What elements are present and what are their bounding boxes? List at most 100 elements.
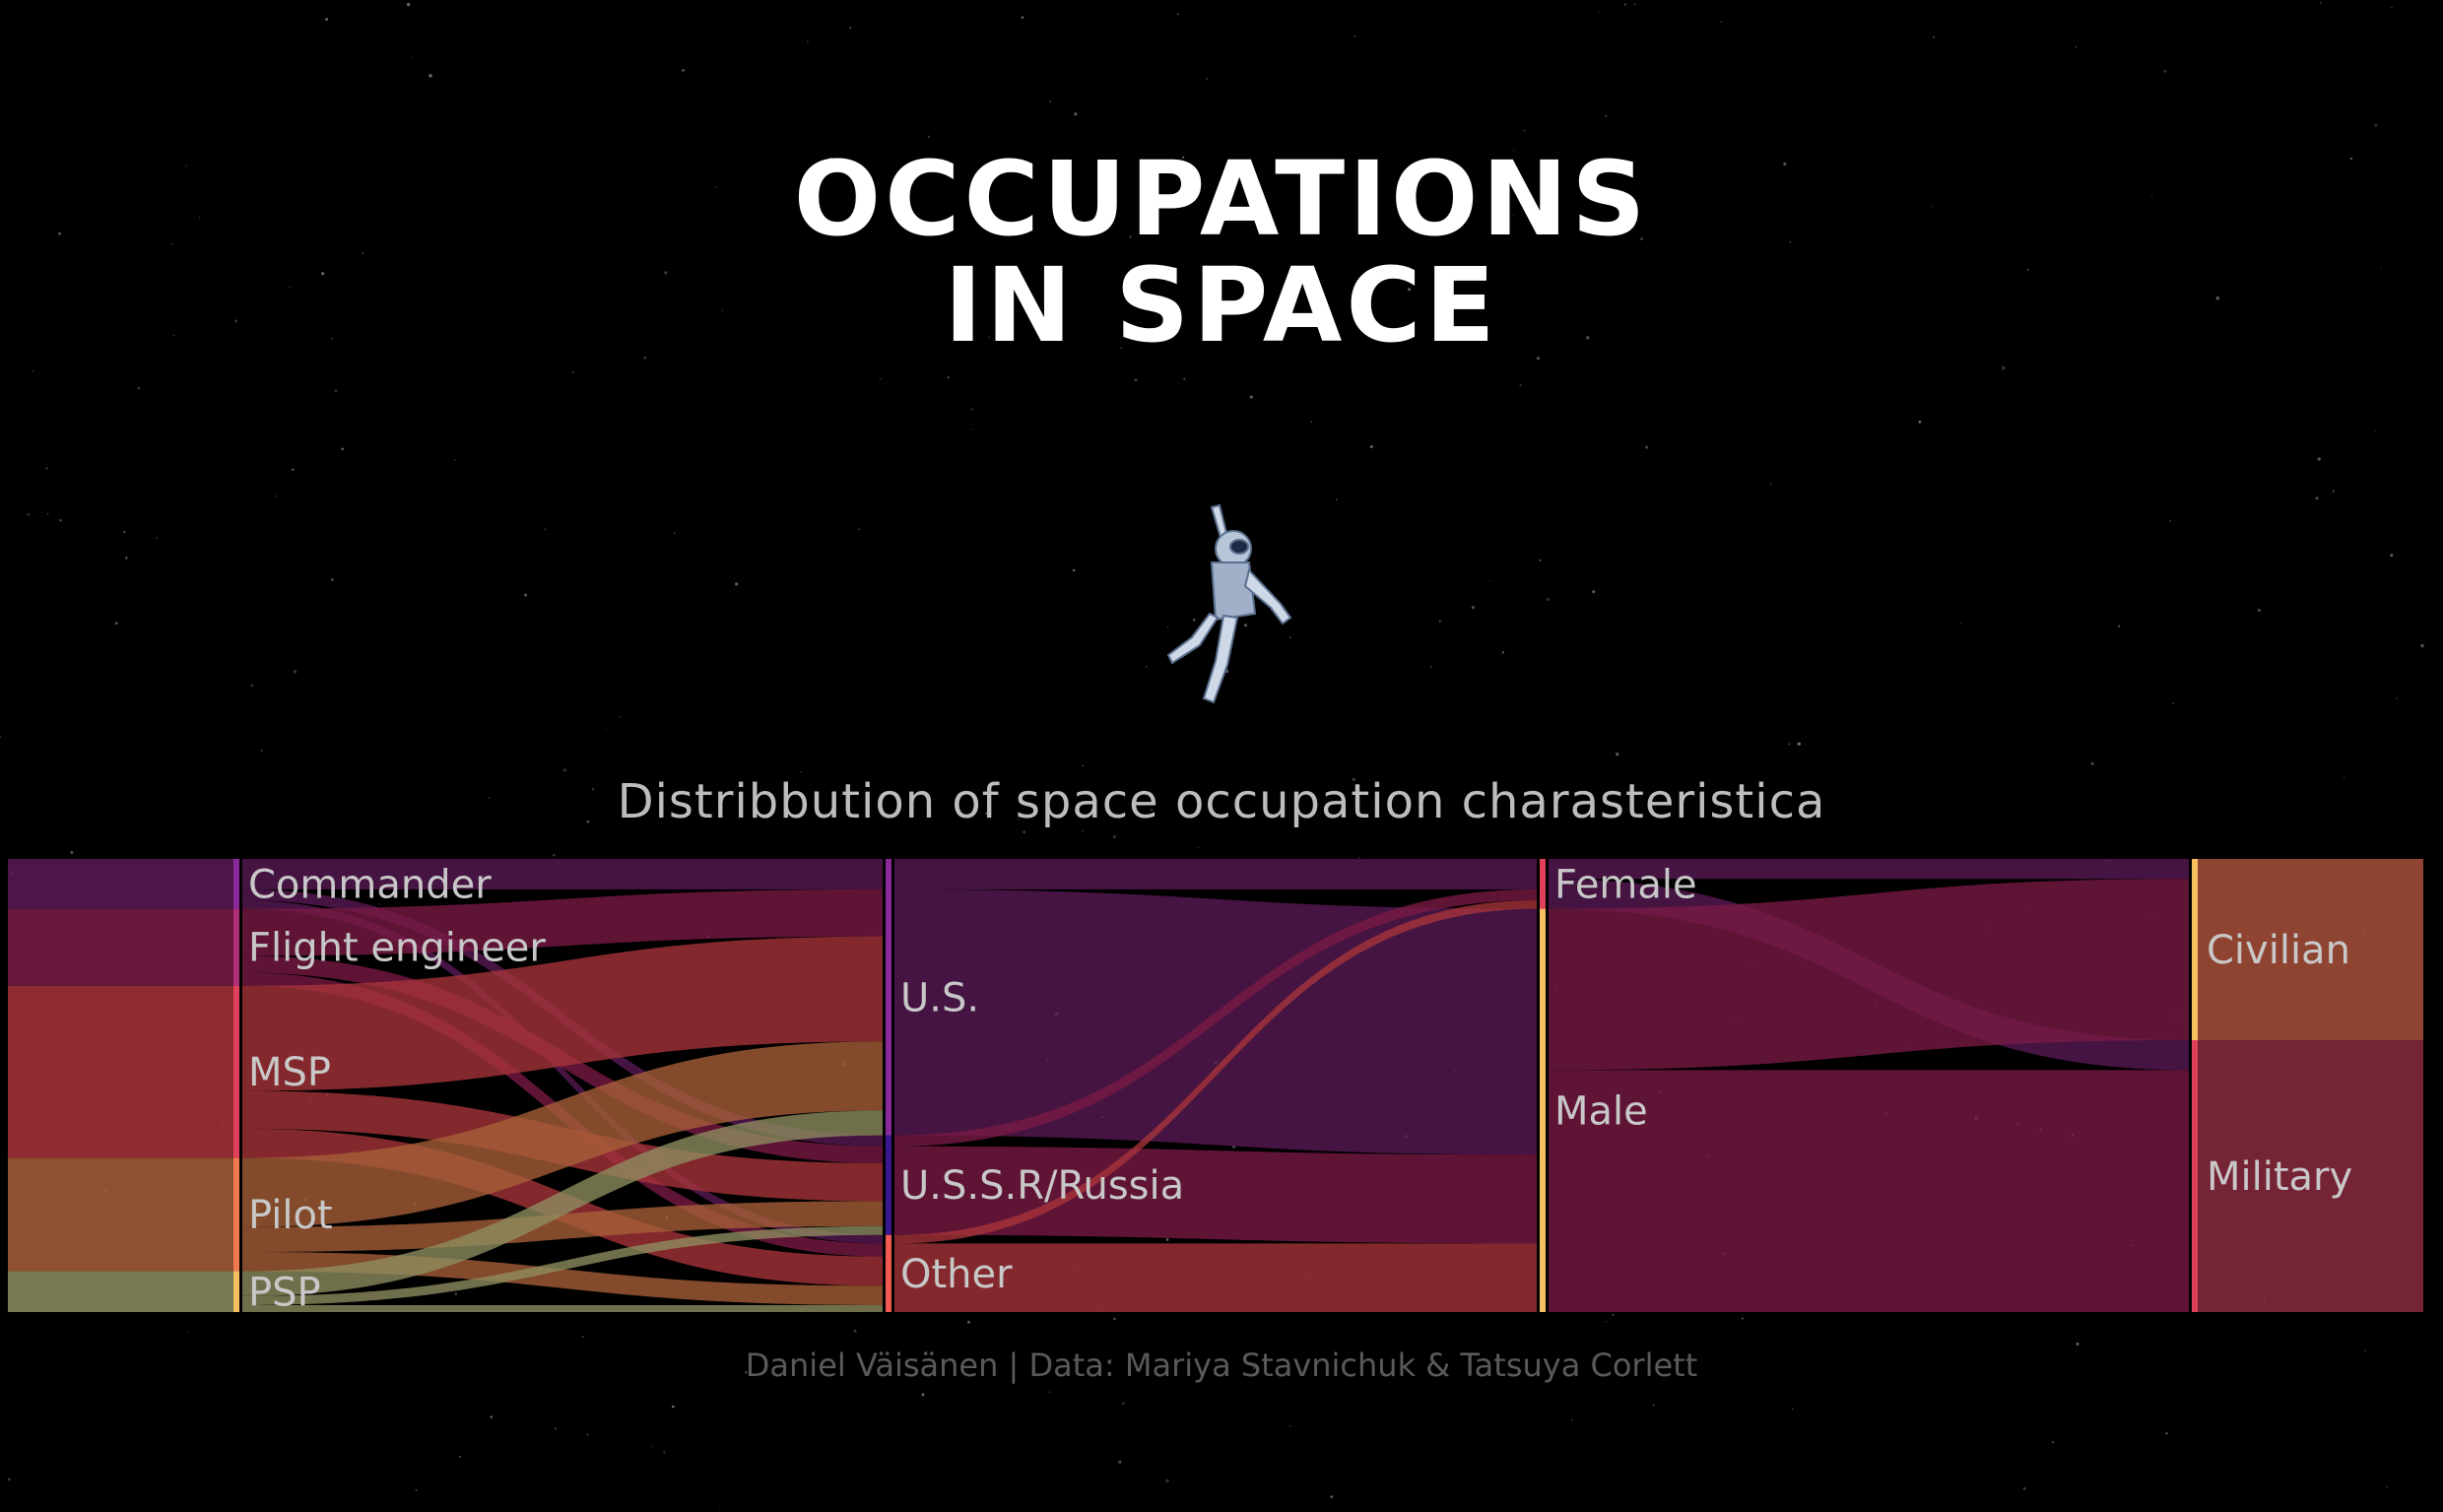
star [681,68,686,72]
star [2051,1441,2055,1444]
star [1783,163,1787,166]
star [1512,215,1514,217]
star [27,512,31,516]
flow-band [894,859,1537,889]
star [1166,625,1169,628]
star [321,272,325,276]
star [2390,554,2394,558]
star [114,622,118,625]
star [2420,643,2424,648]
node-bar [2192,1040,2198,1312]
node-label: PSP [248,1270,321,1315]
flow-band [242,936,883,1091]
flow-band [8,985,236,1158]
chart-subtitle: Distribbution of space occupation charas… [617,774,1826,829]
star [1232,1146,1235,1149]
star [927,135,931,139]
star [32,369,34,372]
star [853,1329,857,1333]
star [1134,378,1138,382]
star [1382,275,1386,279]
star [1193,619,1196,622]
star [46,513,49,515]
node-label: Flight engineer [248,926,546,971]
star [2169,519,2171,522]
star [331,337,334,340]
star [2391,7,2393,9]
star [1273,337,1275,339]
star [1150,808,1154,812]
star [260,749,263,753]
star [664,271,668,275]
star [2150,194,2153,197]
star [1072,568,1076,572]
star [1788,743,1791,746]
star [1501,651,1504,654]
flow-band [894,1146,1537,1244]
star [671,1405,675,1409]
star [1720,810,1722,812]
star [1354,35,1356,37]
star [2332,490,2335,493]
star [1741,1317,1744,1320]
star [1605,1320,1608,1323]
flow-band [8,859,236,909]
star [1640,237,1643,240]
star [330,577,334,581]
star [156,537,158,539]
star [1608,231,1612,235]
star [1243,624,1248,627]
flow-band [1549,1070,2189,1312]
star [185,164,187,167]
flow-band [894,899,1537,1244]
node-label: Pilot [248,1193,333,1238]
node-bar [233,1157,239,1272]
star [1023,172,1025,175]
star [1792,1408,1794,1410]
star [2118,625,2121,627]
star [1330,1495,1334,1498]
star [2022,1486,2026,1490]
star [921,1393,925,1397]
star [2349,157,2353,161]
star [1145,665,1148,668]
star [605,729,607,731]
star [1129,235,1132,238]
star [123,530,126,534]
star [970,408,974,412]
flow-band [894,1243,1537,1312]
credit-line: Daniel Väisänen | Data: Mariya Stavnichu… [745,1347,1698,1384]
star [1612,1313,1615,1316]
star [1017,818,1020,821]
star [172,334,175,337]
star [488,797,491,799]
star [985,812,988,815]
node-label: U.S.S.R/Russia [900,1163,1184,1209]
node-bar [233,908,239,986]
star [2075,46,2077,48]
star [1021,16,1024,20]
star [1165,1238,1169,1241]
star [735,582,739,586]
star [1489,580,1491,582]
star [1536,357,1540,361]
star [2317,457,2321,461]
star [125,557,128,559]
star [1616,753,1619,756]
star [1177,13,1179,16]
node-bar [886,1234,891,1312]
star [2396,697,2398,699]
star [1633,3,1636,6]
star [293,670,297,674]
node-bar [1540,859,1546,909]
flow-band [8,908,236,986]
star [1289,636,1291,638]
node-bar [886,859,891,1136]
astronaut-icon [1166,503,1292,704]
star [849,27,852,30]
star [1352,777,1355,781]
star [745,1370,748,1374]
star [1221,200,1225,204]
star [1652,1404,1655,1407]
star [341,447,345,451]
